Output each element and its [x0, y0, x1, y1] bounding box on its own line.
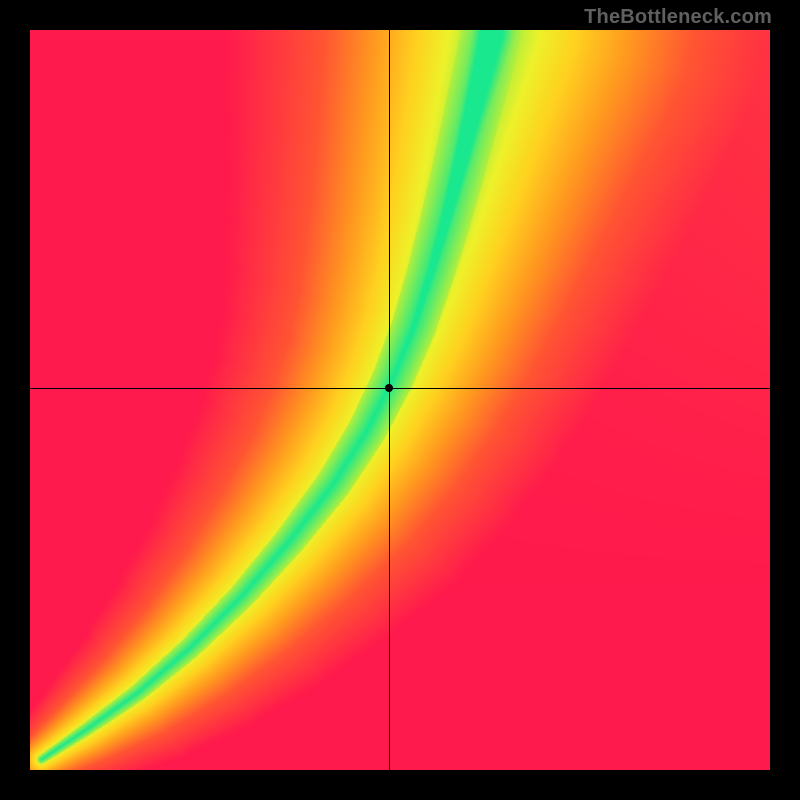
crosshair-dot — [385, 384, 393, 392]
heatmap-canvas — [30, 30, 770, 770]
chart-frame — [30, 30, 770, 770]
page-root: { "watermark": { "text": "TheBottleneck.… — [0, 0, 800, 800]
crosshair-vertical — [389, 30, 390, 770]
watermark-text: TheBottleneck.com — [584, 6, 772, 29]
crosshair-horizontal — [30, 388, 770, 389]
